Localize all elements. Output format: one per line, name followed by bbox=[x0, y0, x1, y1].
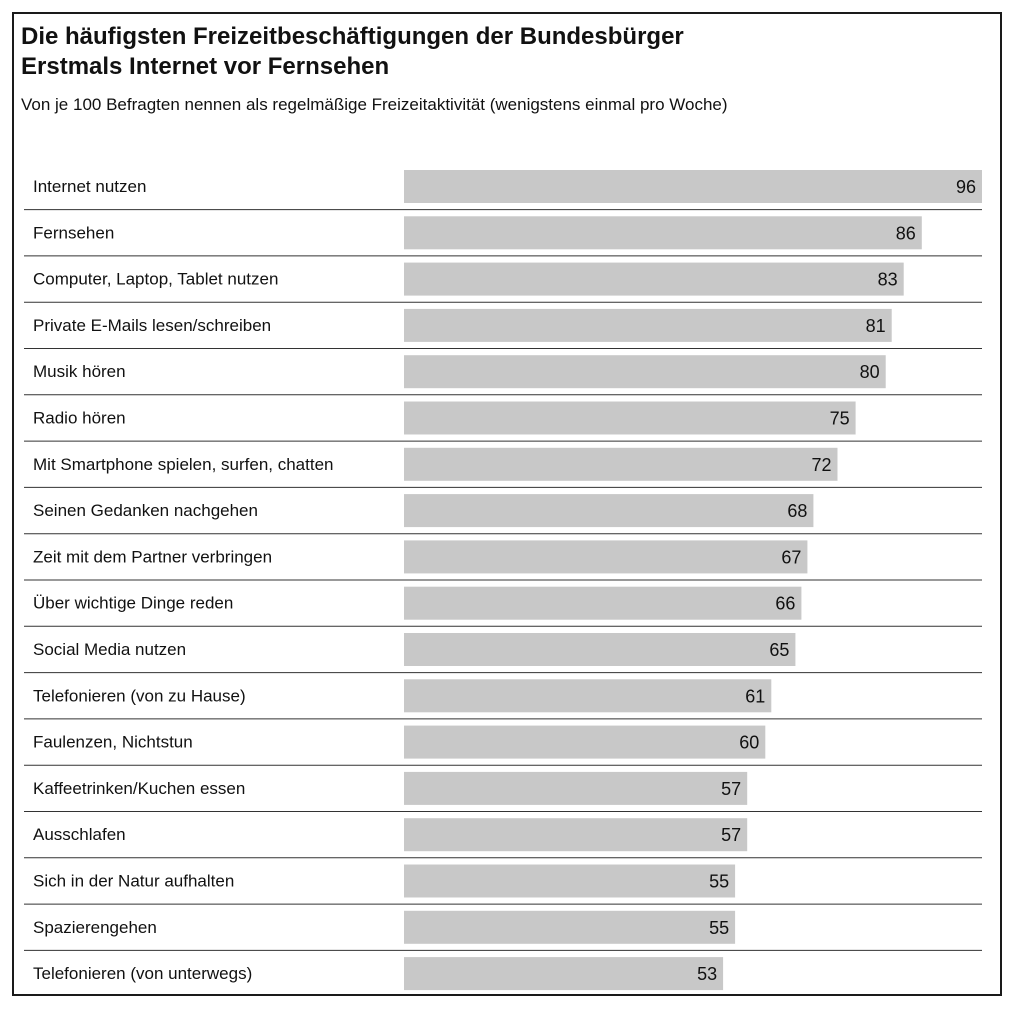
bar bbox=[404, 586, 802, 620]
bar bbox=[404, 540, 808, 574]
category-label: Musik hören bbox=[33, 362, 126, 381]
bar bbox=[404, 633, 796, 666]
category-label: Über wichtige Dinge reden bbox=[33, 594, 233, 613]
chart-note: Von je 100 Befragten nennen als regelmäß… bbox=[21, 95, 728, 114]
value-label: 55 bbox=[709, 918, 729, 938]
value-label: 61 bbox=[745, 686, 765, 706]
category-label: Social Media nutzen bbox=[33, 640, 186, 659]
category-label: Ausschlafen bbox=[33, 825, 126, 844]
category-label: Kaffeetrinken/Kuchen essen bbox=[33, 779, 245, 798]
category-label: Telefonieren (von zu Hause) bbox=[33, 686, 246, 705]
bar bbox=[404, 170, 982, 203]
bar bbox=[404, 771, 748, 805]
category-label: Spazierengehen bbox=[33, 918, 157, 937]
bar bbox=[404, 957, 724, 991]
bar bbox=[404, 447, 838, 481]
value-label: 83 bbox=[878, 270, 898, 290]
category-label: Fernsehen bbox=[33, 223, 114, 242]
chart-title: Die häufigsten Freizeitbeschäftigungen d… bbox=[21, 23, 684, 50]
bar bbox=[404, 679, 772, 713]
bar bbox=[404, 308, 892, 342]
bar bbox=[404, 262, 904, 296]
value-label: 72 bbox=[811, 455, 831, 475]
bar bbox=[404, 864, 736, 898]
value-label: 53 bbox=[697, 964, 717, 984]
value-label: 68 bbox=[787, 501, 807, 521]
category-label: Radio hören bbox=[33, 409, 126, 428]
value-label: 60 bbox=[739, 733, 759, 753]
value-label: 57 bbox=[721, 825, 741, 845]
category-label: Telefonieren (von unterwegs) bbox=[33, 964, 252, 983]
chart-subtitle: Erstmals Internet vor Fernsehen bbox=[21, 53, 390, 80]
category-label: Computer, Laptop, Tablet nutzen bbox=[33, 270, 278, 289]
category-label: Seinen Gedanken nachgehen bbox=[33, 501, 258, 520]
category-label: Mit Smartphone spielen, surfen, chatten bbox=[33, 455, 334, 474]
value-label: 86 bbox=[896, 223, 916, 243]
bar bbox=[404, 216, 922, 250]
bar bbox=[404, 494, 814, 528]
category-label: Private E-Mails lesen/schreiben bbox=[33, 316, 271, 335]
value-label: 80 bbox=[860, 362, 880, 382]
value-label: 57 bbox=[721, 779, 741, 799]
value-label: 96 bbox=[956, 177, 976, 197]
bar bbox=[404, 355, 886, 389]
bar bbox=[404, 725, 766, 759]
value-label: 55 bbox=[709, 872, 729, 892]
value-label: 66 bbox=[775, 594, 795, 614]
category-label: Internet nutzen bbox=[33, 177, 146, 196]
category-label: Faulenzen, Nichtstun bbox=[33, 733, 193, 752]
value-label: 81 bbox=[866, 316, 886, 336]
value-label: 75 bbox=[830, 409, 850, 429]
bar bbox=[404, 401, 856, 435]
value-label: 65 bbox=[769, 640, 789, 660]
bar bbox=[404, 910, 736, 944]
value-label: 67 bbox=[781, 547, 801, 567]
category-label: Zeit mit dem Partner verbringen bbox=[33, 547, 272, 566]
bar bbox=[404, 818, 748, 852]
category-label: Sich in der Natur aufhalten bbox=[33, 872, 234, 891]
